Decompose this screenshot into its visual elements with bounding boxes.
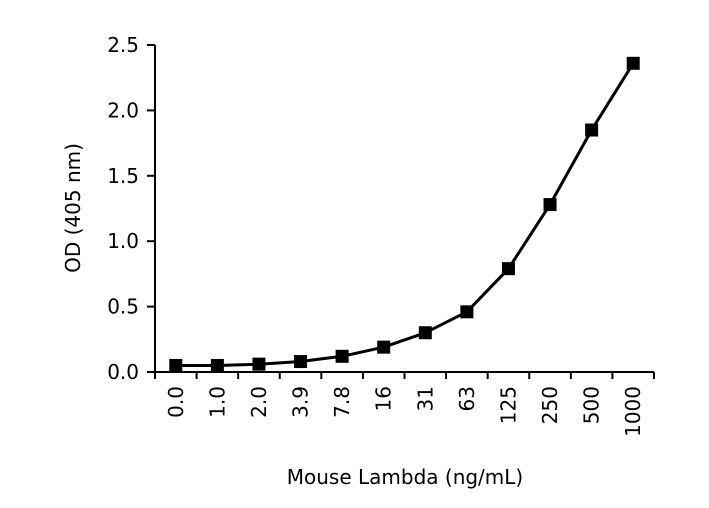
data-point-63	[460, 305, 474, 319]
x-tick-label: 7.8	[330, 386, 354, 418]
x-tick-label: 1.0	[205, 386, 229, 418]
data-point-2.0	[252, 357, 266, 371]
y-ticks: 0.0 0.5 1.0 1.5 2.0 2.5	[107, 33, 155, 384]
data-point-1000	[626, 56, 640, 70]
data-point-3.9	[294, 355, 308, 369]
data-point-0.0	[169, 358, 183, 372]
x-tick-label: 0.0	[164, 386, 188, 418]
data-point-31	[418, 326, 432, 340]
data-point-250	[543, 198, 557, 212]
series-line	[175, 62, 635, 367]
data-point-1.0	[210, 358, 224, 372]
data-point-16	[377, 340, 391, 354]
axes	[154, 45, 654, 373]
y-tick-label: 1.0	[107, 229, 139, 253]
y-tick-label: 2.0	[107, 98, 139, 122]
y-tick-label: 2.5	[107, 33, 139, 57]
y-axis-title: OD (405 nm)	[61, 143, 85, 273]
x-tick-label: 125	[496, 386, 520, 424]
plot-area	[169, 56, 640, 372]
x-tick-label: 3.9	[289, 386, 313, 418]
x-tick-label: 2.0	[247, 386, 271, 418]
x-tick-label: 63	[455, 386, 479, 411]
data-point-7.8	[335, 349, 349, 363]
y-tick-label: 1.5	[107, 164, 139, 188]
x-ticks: 0.0 1.0 2.0 3.9 7.8 16 31 63 125 250 500 1000	[154, 372, 655, 437]
x-tick-label: 16	[372, 386, 396, 411]
x-tick-label: 31	[413, 386, 437, 411]
x-tick-label: 250	[538, 386, 562, 424]
y-tick-label: 0.5	[107, 295, 139, 319]
y-tick-label: 0.0	[107, 360, 139, 384]
data-point-125	[501, 262, 515, 276]
x-tick-label: 500	[580, 386, 604, 424]
x-axis-title: Mouse Lambda (ng/mL)	[287, 465, 523, 489]
x-tick-label: 1000	[621, 386, 645, 437]
data-point-500	[585, 123, 599, 137]
